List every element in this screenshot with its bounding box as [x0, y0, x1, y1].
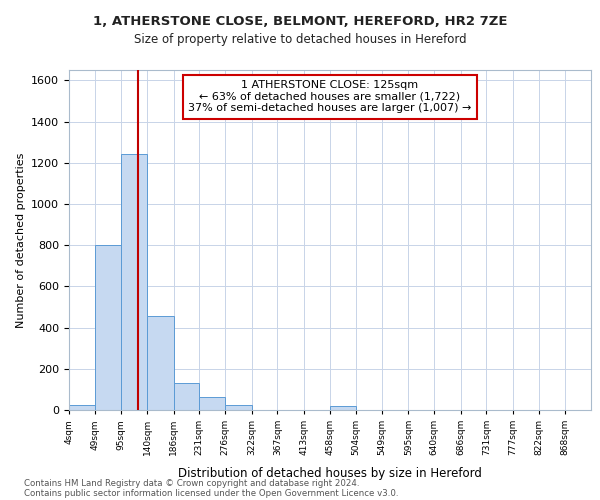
X-axis label: Distribution of detached houses by size in Hereford: Distribution of detached houses by size …	[178, 466, 482, 479]
Text: Contains HM Land Registry data © Crown copyright and database right 2024.: Contains HM Land Registry data © Crown c…	[24, 478, 359, 488]
Text: 1 ATHERSTONE CLOSE: 125sqm
← 63% of detached houses are smaller (1,722)
37% of s: 1 ATHERSTONE CLOSE: 125sqm ← 63% of deta…	[188, 80, 472, 114]
Text: 1, ATHERSTONE CLOSE, BELMONT, HEREFORD, HR2 7ZE: 1, ATHERSTONE CLOSE, BELMONT, HEREFORD, …	[93, 15, 507, 28]
Text: Size of property relative to detached houses in Hereford: Size of property relative to detached ho…	[134, 32, 466, 46]
Text: Contains public sector information licensed under the Open Government Licence v3: Contains public sector information licen…	[24, 488, 398, 498]
Bar	[330, 406, 356, 410]
Bar	[121, 154, 147, 410]
Bar	[147, 316, 173, 410]
Bar	[173, 383, 199, 410]
Y-axis label: Number of detached properties: Number of detached properties	[16, 152, 26, 328]
Bar	[69, 405, 95, 410]
Bar	[225, 405, 251, 410]
Bar	[95, 245, 121, 410]
Bar	[199, 396, 225, 410]
